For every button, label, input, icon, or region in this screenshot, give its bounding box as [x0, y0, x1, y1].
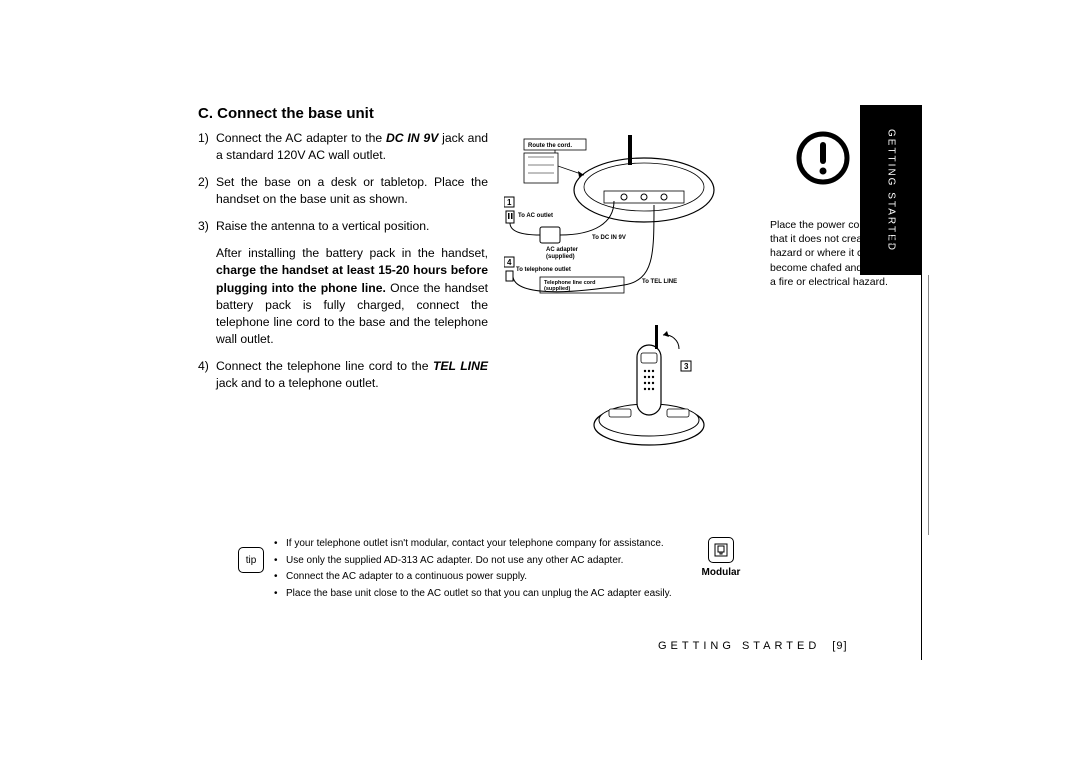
diagram-label: 4: [507, 258, 512, 267]
divider: [921, 274, 922, 660]
instruction-step: 3)Raise the antenna to a vertical positi…: [198, 218, 488, 235]
divider: [921, 105, 922, 275]
page-footer: GETTING STARTED [9]: [658, 640, 848, 652]
page-number: [9]: [832, 640, 847, 652]
modular-label: Modular: [694, 567, 748, 578]
connection-diagram: Route the cord. 1 To AC outlet AC adapte…: [504, 135, 724, 475]
instruction-step: 4)Connect the telephone line cord to the…: [198, 358, 488, 392]
instruction-column: 1)Connect the AC adapter to the DC IN 9V…: [198, 130, 488, 392]
paragraph: After installing the battery pack in the…: [198, 245, 488, 347]
diagram-label: Route the cord.: [528, 143, 572, 149]
diagram-label: To TEL LINE: [642, 279, 677, 285]
tip-item: •Place the base unit close to the AC out…: [274, 587, 798, 602]
diagram-label: To DC IN 9V: [592, 235, 626, 241]
diagram-label: 1: [507, 198, 512, 207]
modular-jack: Modular: [694, 537, 748, 578]
svg-text:(supplied): (supplied): [546, 254, 575, 260]
diagram-label: 3: [684, 362, 689, 371]
diagram-label: AC adapter: [546, 247, 579, 253]
diagram-label: To telephone outlet: [516, 267, 571, 273]
modular-icon: [708, 537, 734, 563]
section-heading: C. Connect the base unit: [198, 105, 918, 122]
diagram-label: To AC outlet: [518, 213, 553, 219]
instruction-step: 1)Connect the AC adapter to the DC IN 9V…: [198, 130, 488, 164]
instruction-step: 2)Set the base on a desk or tabletop. Pl…: [198, 174, 488, 208]
divider: [928, 275, 929, 535]
footer-section: GETTING STARTED: [658, 640, 820, 652]
tip-badge: tip: [238, 547, 264, 573]
